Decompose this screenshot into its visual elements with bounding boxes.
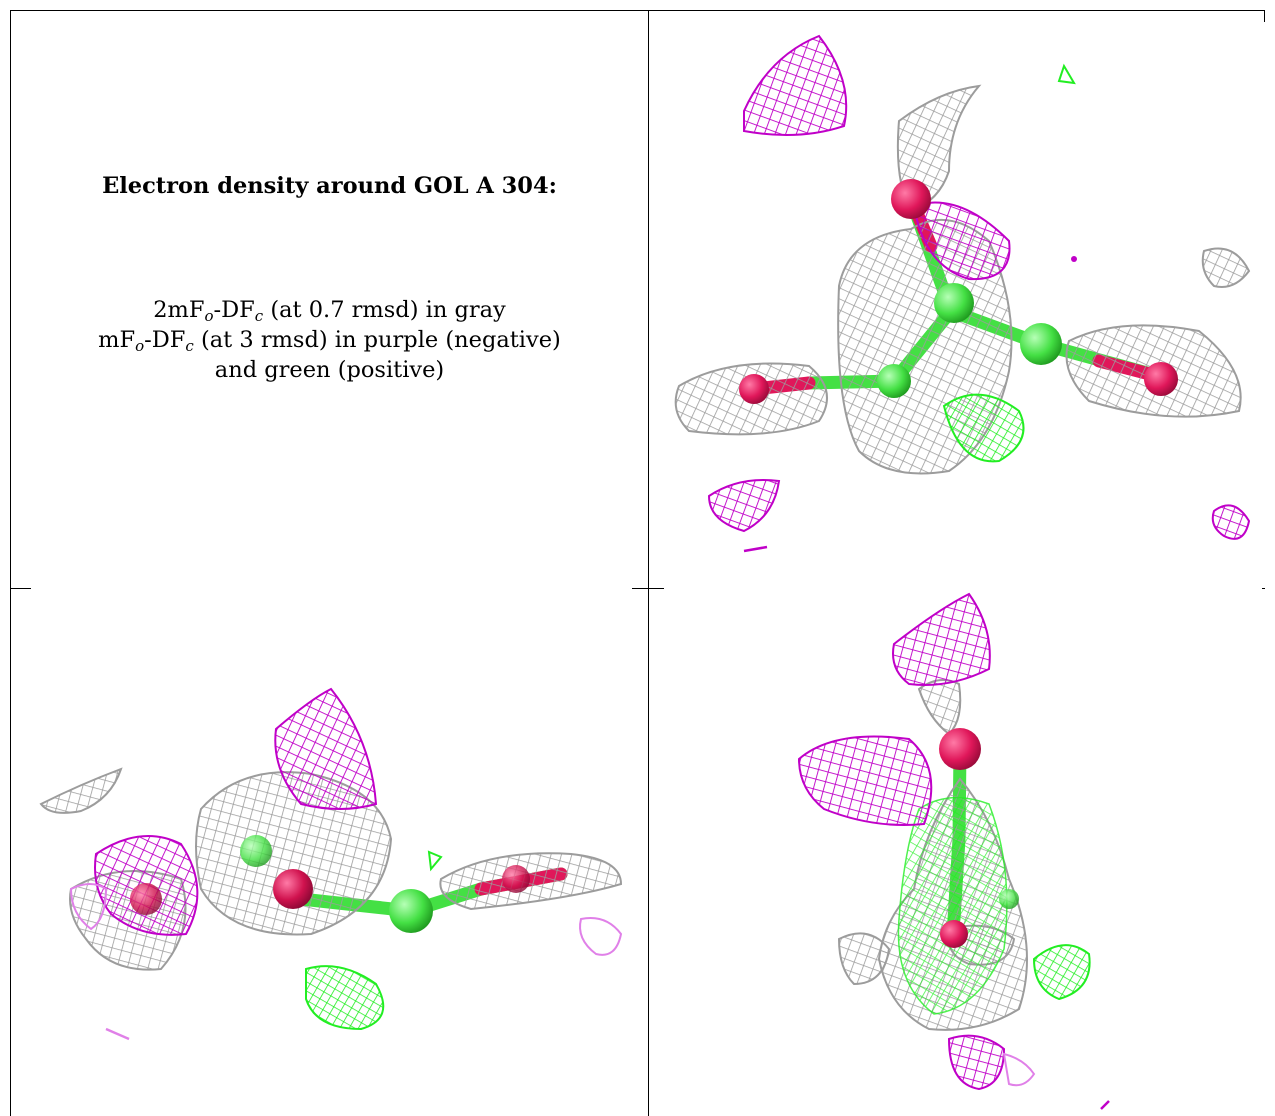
caption-line-3: and green (positive) xyxy=(214,357,445,383)
caption-line-2: mFo-DFc (at 3 rmsd) in purple (negative) xyxy=(98,327,561,355)
caption-line-1: 2mFo-DFc (at 0.7 rmsd) in gray xyxy=(153,297,506,325)
right-border xyxy=(1264,10,1265,22)
middle-divider xyxy=(648,10,649,1116)
density-view-3-canvas xyxy=(797,592,1110,1110)
density-view-3 xyxy=(649,589,1264,1116)
caption-body: 2mFo-DFc (at 0.7 rmsd) in gray mFo-DFc (… xyxy=(11,295,648,385)
row-divider-right xyxy=(1262,588,1265,589)
left-border xyxy=(10,10,11,1116)
row-divider-mid xyxy=(632,588,664,589)
caption-title: Electron density around GOL A 304: xyxy=(102,173,557,199)
top-border xyxy=(11,10,1265,11)
density-view-2 xyxy=(11,589,648,1116)
caption-panel: Electron density around GOL A 304: 2mFo-… xyxy=(11,11,648,588)
row-divider-left xyxy=(11,588,31,589)
density-view-1 xyxy=(649,11,1264,588)
density-view-2-canvas xyxy=(39,687,623,1041)
density-view-1-canvas xyxy=(674,34,1251,553)
